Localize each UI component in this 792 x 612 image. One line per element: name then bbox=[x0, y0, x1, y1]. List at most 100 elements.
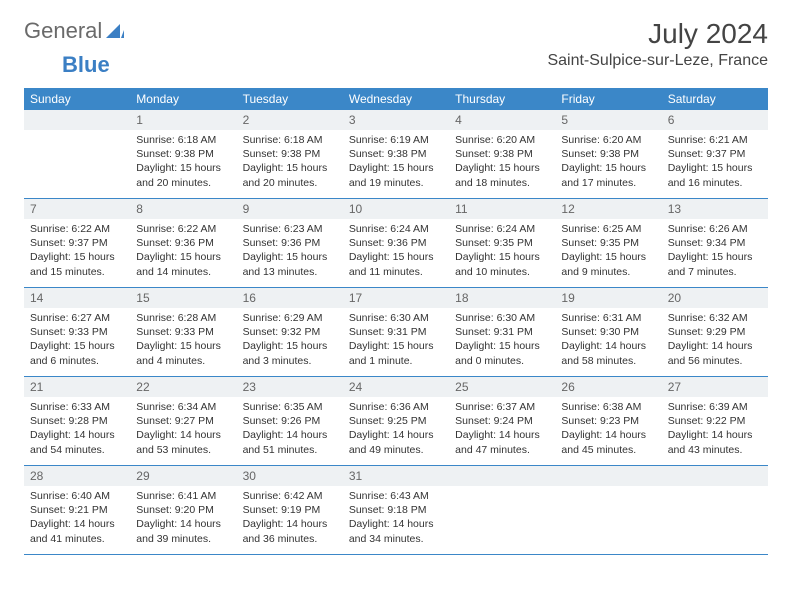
daylight-text: Daylight: 14 hours and 49 minutes. bbox=[349, 428, 443, 456]
day-body: Sunrise: 6:42 AMSunset: 9:19 PMDaylight:… bbox=[237, 486, 343, 549]
sunset-text: Sunset: 9:38 PM bbox=[243, 147, 337, 161]
calendar-day-cell: 20Sunrise: 6:32 AMSunset: 9:29 PMDayligh… bbox=[662, 288, 768, 376]
sunrise-text: Sunrise: 6:37 AM bbox=[455, 400, 549, 414]
day-number: 19 bbox=[555, 288, 661, 308]
daylight-text: Daylight: 14 hours and 58 minutes. bbox=[561, 339, 655, 367]
daylight-text: Daylight: 15 hours and 18 minutes. bbox=[455, 161, 549, 189]
calendar-day-cell: 6Sunrise: 6:21 AMSunset: 9:37 PMDaylight… bbox=[662, 110, 768, 198]
sunrise-text: Sunrise: 6:27 AM bbox=[30, 311, 124, 325]
calendar-day-cell: 22Sunrise: 6:34 AMSunset: 9:27 PMDayligh… bbox=[130, 377, 236, 465]
calendar-day-cell: 18Sunrise: 6:30 AMSunset: 9:31 PMDayligh… bbox=[449, 288, 555, 376]
day-body bbox=[662, 486, 768, 492]
sunset-text: Sunset: 9:37 PM bbox=[30, 236, 124, 250]
day-body: Sunrise: 6:23 AMSunset: 9:36 PMDaylight:… bbox=[237, 219, 343, 282]
calendar-day-cell: 16Sunrise: 6:29 AMSunset: 9:32 PMDayligh… bbox=[237, 288, 343, 376]
sunrise-text: Sunrise: 6:31 AM bbox=[561, 311, 655, 325]
day-number: 17 bbox=[343, 288, 449, 308]
logo: General bbox=[24, 18, 74, 44]
sunset-text: Sunset: 9:19 PM bbox=[243, 503, 337, 517]
calendar-day-cell: 11Sunrise: 6:24 AMSunset: 9:35 PMDayligh… bbox=[449, 199, 555, 287]
sunrise-text: Sunrise: 6:42 AM bbox=[243, 489, 337, 503]
sunset-text: Sunset: 9:21 PM bbox=[30, 503, 124, 517]
sunset-text: Sunset: 9:34 PM bbox=[668, 236, 762, 250]
sunrise-text: Sunrise: 6:28 AM bbox=[136, 311, 230, 325]
daylight-text: Daylight: 15 hours and 1 minute. bbox=[349, 339, 443, 367]
sunset-text: Sunset: 9:36 PM bbox=[243, 236, 337, 250]
day-body: Sunrise: 6:28 AMSunset: 9:33 PMDaylight:… bbox=[130, 308, 236, 371]
daylight-text: Daylight: 14 hours and 47 minutes. bbox=[455, 428, 549, 456]
daylight-text: Daylight: 14 hours and 34 minutes. bbox=[349, 517, 443, 545]
daylight-text: Daylight: 15 hours and 7 minutes. bbox=[668, 250, 762, 278]
calendar-day-cell: 5Sunrise: 6:20 AMSunset: 9:38 PMDaylight… bbox=[555, 110, 661, 198]
weekday-header-row: Sunday Monday Tuesday Wednesday Thursday… bbox=[24, 88, 768, 110]
calendar: Sunday Monday Tuesday Wednesday Thursday… bbox=[24, 88, 768, 555]
day-number: 5 bbox=[555, 110, 661, 130]
sunset-text: Sunset: 9:36 PM bbox=[349, 236, 443, 250]
calendar-day-cell bbox=[449, 466, 555, 554]
day-number: 16 bbox=[237, 288, 343, 308]
header-right: July 2024 Saint-Sulpice-sur-Leze, France bbox=[547, 18, 768, 70]
calendar-day-cell: 28Sunrise: 6:40 AMSunset: 9:21 PMDayligh… bbox=[24, 466, 130, 554]
day-body: Sunrise: 6:20 AMSunset: 9:38 PMDaylight:… bbox=[449, 130, 555, 193]
calendar-day-cell: 2Sunrise: 6:18 AMSunset: 9:38 PMDaylight… bbox=[237, 110, 343, 198]
sunrise-text: Sunrise: 6:25 AM bbox=[561, 222, 655, 236]
day-body: Sunrise: 6:25 AMSunset: 9:35 PMDaylight:… bbox=[555, 219, 661, 282]
day-body bbox=[449, 486, 555, 492]
day-body: Sunrise: 6:38 AMSunset: 9:23 PMDaylight:… bbox=[555, 397, 661, 460]
sunrise-text: Sunrise: 6:24 AM bbox=[349, 222, 443, 236]
weekday-header: Thursday bbox=[449, 88, 555, 110]
day-body: Sunrise: 6:19 AMSunset: 9:38 PMDaylight:… bbox=[343, 130, 449, 193]
day-body: Sunrise: 6:30 AMSunset: 9:31 PMDaylight:… bbox=[343, 308, 449, 371]
calendar-day-cell: 8Sunrise: 6:22 AMSunset: 9:36 PMDaylight… bbox=[130, 199, 236, 287]
daylight-text: Daylight: 15 hours and 10 minutes. bbox=[455, 250, 549, 278]
daylight-text: Daylight: 14 hours and 56 minutes. bbox=[668, 339, 762, 367]
day-number: 7 bbox=[24, 199, 130, 219]
calendar-day-cell: 1Sunrise: 6:18 AMSunset: 9:38 PMDaylight… bbox=[130, 110, 236, 198]
sunrise-text: Sunrise: 6:20 AM bbox=[455, 133, 549, 147]
daylight-text: Daylight: 15 hours and 11 minutes. bbox=[349, 250, 443, 278]
day-body: Sunrise: 6:39 AMSunset: 9:22 PMDaylight:… bbox=[662, 397, 768, 460]
day-number: 1 bbox=[130, 110, 236, 130]
sunset-text: Sunset: 9:36 PM bbox=[136, 236, 230, 250]
logo-sail-icon bbox=[106, 24, 124, 38]
sunrise-text: Sunrise: 6:18 AM bbox=[136, 133, 230, 147]
calendar-week-row: 14Sunrise: 6:27 AMSunset: 9:33 PMDayligh… bbox=[24, 288, 768, 377]
sunset-text: Sunset: 9:35 PM bbox=[561, 236, 655, 250]
calendar-day-cell: 30Sunrise: 6:42 AMSunset: 9:19 PMDayligh… bbox=[237, 466, 343, 554]
weekday-header: Monday bbox=[130, 88, 236, 110]
calendar-day-cell: 9Sunrise: 6:23 AMSunset: 9:36 PMDaylight… bbox=[237, 199, 343, 287]
calendar-week-row: 21Sunrise: 6:33 AMSunset: 9:28 PMDayligh… bbox=[24, 377, 768, 466]
day-body: Sunrise: 6:41 AMSunset: 9:20 PMDaylight:… bbox=[130, 486, 236, 549]
sunset-text: Sunset: 9:29 PM bbox=[668, 325, 762, 339]
day-number: 31 bbox=[343, 466, 449, 486]
day-number: 3 bbox=[343, 110, 449, 130]
day-body: Sunrise: 6:29 AMSunset: 9:32 PMDaylight:… bbox=[237, 308, 343, 371]
sunrise-text: Sunrise: 6:18 AM bbox=[243, 133, 337, 147]
daylight-text: Daylight: 15 hours and 6 minutes. bbox=[30, 339, 124, 367]
sunset-text: Sunset: 9:30 PM bbox=[561, 325, 655, 339]
daylight-text: Daylight: 15 hours and 4 minutes. bbox=[136, 339, 230, 367]
day-number: 25 bbox=[449, 377, 555, 397]
daylight-text: Daylight: 14 hours and 36 minutes. bbox=[243, 517, 337, 545]
calendar-week-row: 28Sunrise: 6:40 AMSunset: 9:21 PMDayligh… bbox=[24, 466, 768, 555]
daylight-text: Daylight: 15 hours and 9 minutes. bbox=[561, 250, 655, 278]
calendar-day-cell: 29Sunrise: 6:41 AMSunset: 9:20 PMDayligh… bbox=[130, 466, 236, 554]
day-body: Sunrise: 6:34 AMSunset: 9:27 PMDaylight:… bbox=[130, 397, 236, 460]
sunset-text: Sunset: 9:37 PM bbox=[668, 147, 762, 161]
day-body: Sunrise: 6:40 AMSunset: 9:21 PMDaylight:… bbox=[24, 486, 130, 549]
sunset-text: Sunset: 9:26 PM bbox=[243, 414, 337, 428]
weekday-header: Sunday bbox=[24, 88, 130, 110]
sunset-text: Sunset: 9:23 PM bbox=[561, 414, 655, 428]
day-number: 10 bbox=[343, 199, 449, 219]
day-number: 14 bbox=[24, 288, 130, 308]
day-body: Sunrise: 6:36 AMSunset: 9:25 PMDaylight:… bbox=[343, 397, 449, 460]
sunset-text: Sunset: 9:38 PM bbox=[561, 147, 655, 161]
day-body: Sunrise: 6:20 AMSunset: 9:38 PMDaylight:… bbox=[555, 130, 661, 193]
daylight-text: Daylight: 14 hours and 54 minutes. bbox=[30, 428, 124, 456]
sunset-text: Sunset: 9:27 PM bbox=[136, 414, 230, 428]
daylight-text: Daylight: 15 hours and 13 minutes. bbox=[243, 250, 337, 278]
calendar-day-cell: 3Sunrise: 6:19 AMSunset: 9:38 PMDaylight… bbox=[343, 110, 449, 198]
daylight-text: Daylight: 15 hours and 17 minutes. bbox=[561, 161, 655, 189]
calendar-day-cell: 27Sunrise: 6:39 AMSunset: 9:22 PMDayligh… bbox=[662, 377, 768, 465]
sunset-text: Sunset: 9:18 PM bbox=[349, 503, 443, 517]
